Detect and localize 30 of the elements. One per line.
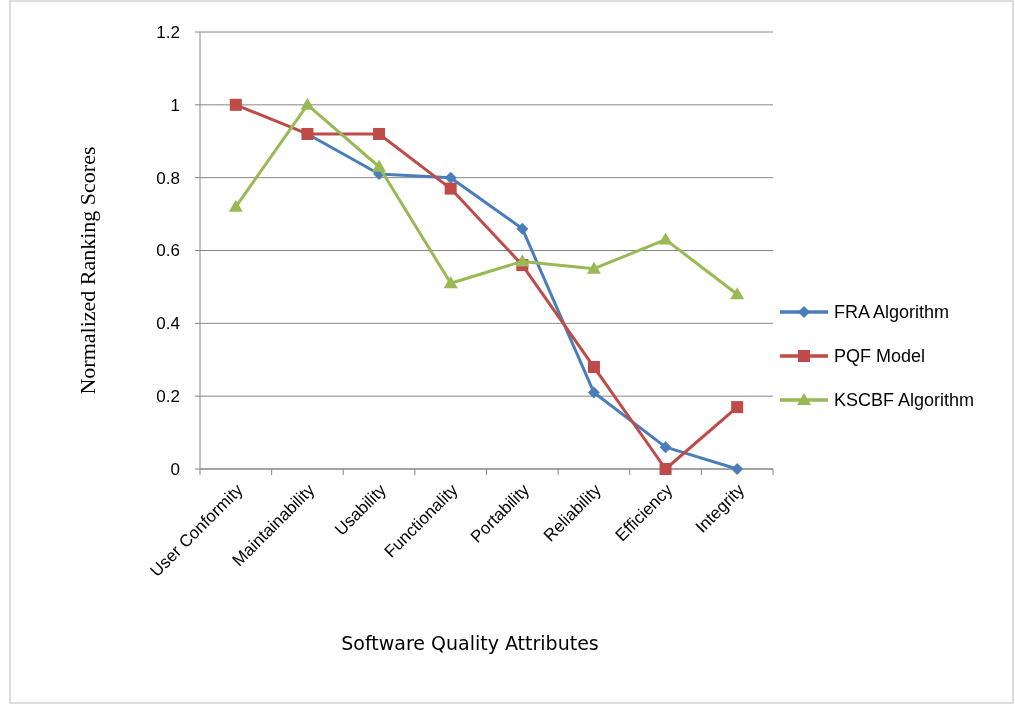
point (228, 199, 243, 212)
x-axis-title: Software Quality Attributes (341, 632, 599, 654)
point (659, 463, 672, 475)
point (372, 159, 387, 172)
legend-label: PQF Model (834, 346, 926, 367)
point (515, 254, 530, 267)
point (731, 401, 744, 414)
point (587, 386, 600, 399)
point (731, 463, 744, 475)
y-tick-label: 1 (170, 95, 180, 115)
point (730, 287, 745, 300)
y-tick-label: 0.8 (156, 168, 180, 188)
point (516, 222, 529, 235)
point (658, 232, 673, 245)
point (443, 276, 458, 289)
legend-label: KSCBF Algorithm (834, 390, 975, 411)
y-tick-label: 0 (170, 459, 180, 479)
point (587, 361, 600, 374)
y-tick-label: 0.6 (156, 241, 180, 261)
point (373, 127, 386, 140)
point (229, 98, 242, 111)
y-axis-title: Normalized Ranking Scores (75, 146, 100, 395)
point (586, 261, 601, 274)
legend-label: FRA Algorithm (834, 302, 950, 323)
point (444, 182, 457, 195)
y-tick-label: 1.2 (156, 22, 180, 42)
y-tick-label: 0.2 (156, 387, 180, 407)
point (300, 97, 315, 110)
y-tick-label: 0.4 (156, 314, 180, 334)
point (659, 441, 672, 454)
